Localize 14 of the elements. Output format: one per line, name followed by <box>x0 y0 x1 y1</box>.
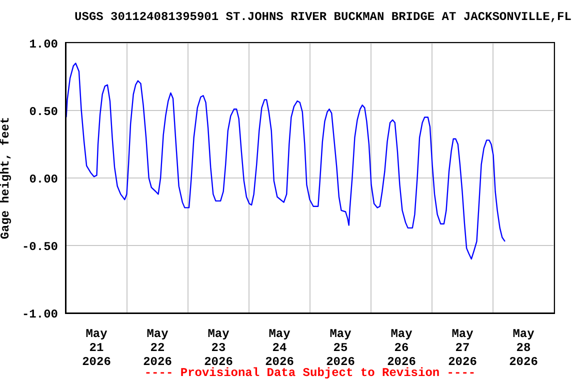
y-tick-label: -0.50 <box>22 240 58 254</box>
y-tick-label: -1.00 <box>22 307 58 322</box>
x-tick-label: May 24 2026 <box>265 327 294 369</box>
x-tick-label: May 28 2026 <box>509 327 538 369</box>
x-tick-label: May 27 2026 <box>448 327 477 369</box>
x-tick-label: May 22 2026 <box>143 327 172 369</box>
x-tick-label: May 23 2026 <box>204 327 233 369</box>
x-tick-label: May 21 2026 <box>82 327 111 369</box>
y-tick-label: 0.50 <box>29 104 58 119</box>
line-series <box>66 62 506 260</box>
y-tick-label: 1.00 <box>29 37 58 52</box>
text: ---- Provisional Data Subject to Revision ---- <box>144 366 476 380</box>
y-tick-label: 0.00 <box>29 172 58 186</box>
chart-title: USGS 301124081395901 ST.JOHNS RIVER BUCKMAN BRIDGE AT JACKSONVILLE,FL <box>74 10 572 24</box>
